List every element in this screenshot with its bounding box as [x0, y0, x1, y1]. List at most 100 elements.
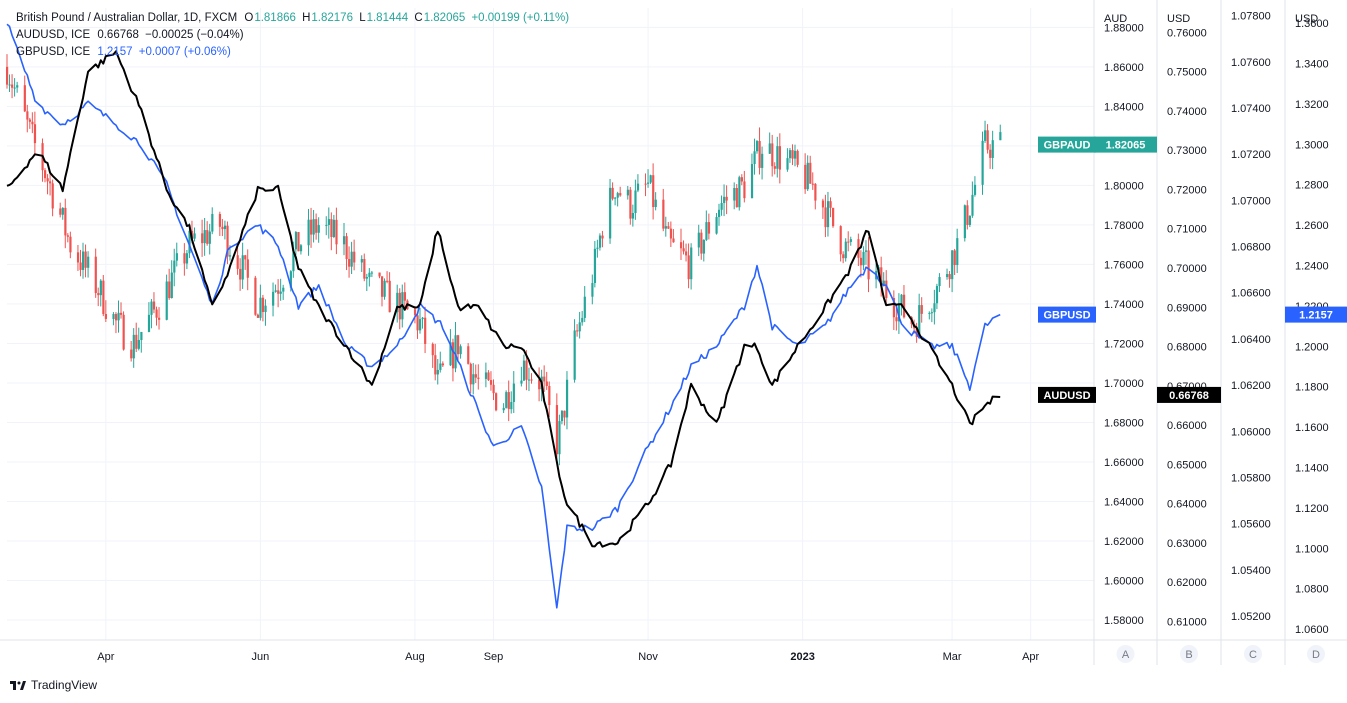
- candle-body: [114, 314, 118, 321]
- candle-body: [221, 226, 224, 230]
- candle-body: [495, 393, 498, 411]
- axis-footer-b-button[interactable]: [1180, 645, 1198, 663]
- candle-body: [839, 226, 842, 255]
- candle-body: [761, 153, 764, 168]
- candle-body: [771, 143, 774, 167]
- time-axis[interactable]: Apr Jun Aug Sep Nov 2023 Mar Apr: [97, 651, 1039, 663]
- badge-audusd-value: 0.66768: [1169, 390, 1209, 402]
- axis-tick-label-a: 1.88000: [1104, 22, 1144, 34]
- change-value: +0.00199 (+0.11%): [471, 12, 570, 24]
- axis-header-b: USD: [1167, 13, 1190, 25]
- axis-tick-label-b: 0.71000: [1167, 224, 1207, 236]
- candle-body: [218, 213, 222, 227]
- candle-body: [512, 383, 515, 402]
- candle-body: [79, 262, 82, 270]
- candle-body: [864, 250, 868, 252]
- candle-body: [147, 314, 151, 332]
- candle-body: [272, 291, 275, 306]
- candle-body: [935, 286, 939, 304]
- candle-body: [33, 124, 37, 144]
- axis-tick-label-b: 0.66000: [1167, 420, 1207, 432]
- candle-body: [555, 405, 559, 455]
- candle-body: [241, 255, 244, 280]
- axis-tick-label-c: 1.07000: [1231, 195, 1271, 207]
- price-axes[interactable]: AUD1.880001.860001.840001.820001.800001.…: [0, 0, 1347, 665]
- legend-row-gbpusd[interactable]: GBPUSD, ICE 1.2157 +0.0007 (+0.06%): [16, 44, 572, 61]
- candle-body: [687, 255, 690, 280]
- candle-body: [581, 317, 584, 323]
- candle-body: [545, 381, 548, 386]
- candle-body: [294, 232, 298, 250]
- candle-body: [246, 259, 249, 278]
- candle-body: [434, 355, 437, 375]
- candle-body: [525, 360, 528, 380]
- candle-body: [350, 251, 353, 267]
- candle-body: [69, 236, 72, 253]
- badge-gbpusd-value-box: [1285, 306, 1347, 323]
- candle-body: [738, 177, 741, 208]
- candle-body: [895, 317, 898, 322]
- candle-body: [413, 309, 417, 316]
- badge-audusd-value-box: [1157, 386, 1221, 403]
- candle-body: [345, 236, 348, 260]
- axis-footer-a-button[interactable]: [1116, 645, 1135, 663]
- candle-body: [451, 342, 455, 369]
- candle-body: [826, 201, 830, 228]
- candle-body: [244, 255, 247, 260]
- axis-tick-label-a: 1.86000: [1104, 62, 1144, 74]
- series-line-gbpusd: [6, 23, 1001, 609]
- candle-body: [330, 219, 333, 237]
- axis-tick-label-b: 0.64000: [1167, 499, 1207, 511]
- x-tick-label: Apr: [97, 651, 114, 663]
- candle-body: [733, 188, 736, 201]
- axis-tick-label-b: 0.65000: [1167, 459, 1207, 471]
- candle-body: [259, 297, 262, 318]
- candle-body: [421, 317, 424, 320]
- candle-body: [23, 85, 26, 112]
- badge-gbpusd-value: 1.2157: [1299, 310, 1333, 322]
- candle-body: [239, 268, 242, 280]
- candle-body: [441, 363, 445, 366]
- legend-row-gbpaud[interactable]: British Pound / Australian Dollar, 1D, F…: [16, 10, 572, 27]
- candle-body: [629, 189, 632, 219]
- candle-body: [487, 372, 490, 381]
- candle-body: [740, 177, 744, 182]
- candle-body: [743, 181, 746, 199]
- candle-body: [933, 303, 936, 313]
- candle-body: [279, 291, 282, 294]
- candle-body: [946, 274, 949, 278]
- candle-body: [900, 294, 903, 306]
- candle-body: [647, 182, 650, 184]
- axis-footer-d-button[interactable]: [1307, 645, 1325, 663]
- tradingview-branding[interactable]: TradingView: [10, 678, 97, 692]
- candle-body: [6, 66, 9, 85]
- axis-footer-c-button[interactable]: [1244, 645, 1262, 663]
- candle-body: [690, 247, 693, 280]
- candle-body: [135, 334, 138, 349]
- candle-body: [791, 150, 794, 159]
- candle-body: [76, 252, 80, 263]
- audusd-change: −0.00025 (−0.04%): [145, 29, 244, 41]
- candle-body: [208, 231, 211, 244]
- axis-tick-label-d: 1.1000: [1295, 543, 1329, 555]
- candle-body: [416, 315, 419, 331]
- axis-tick-label-c: 1.07600: [1231, 57, 1271, 69]
- candle-body: [548, 385, 551, 406]
- candle-body: [236, 255, 239, 269]
- candle-body: [885, 280, 888, 298]
- plot-area[interactable]: [6, 23, 1002, 609]
- badge-gbpaud-name: GBPAUD: [1044, 140, 1091, 152]
- candle-body: [459, 346, 462, 355]
- gbpusd-change: +0.0007 (+0.06%): [138, 46, 231, 58]
- candle-body: [999, 132, 1002, 141]
- candle-body: [87, 256, 90, 268]
- candle-body: [120, 312, 123, 315]
- candle-body: [707, 222, 711, 234]
- candle-body: [256, 314, 260, 318]
- legend-row-audusd[interactable]: AUDUSD, ICE 0.66768 −0.00025 (−0.04%): [16, 27, 572, 44]
- candle-body: [11, 84, 14, 88]
- axis-tick-label-b: 0.76000: [1167, 27, 1207, 39]
- candle-body: [867, 250, 870, 280]
- low-value: 1.81444: [366, 12, 409, 24]
